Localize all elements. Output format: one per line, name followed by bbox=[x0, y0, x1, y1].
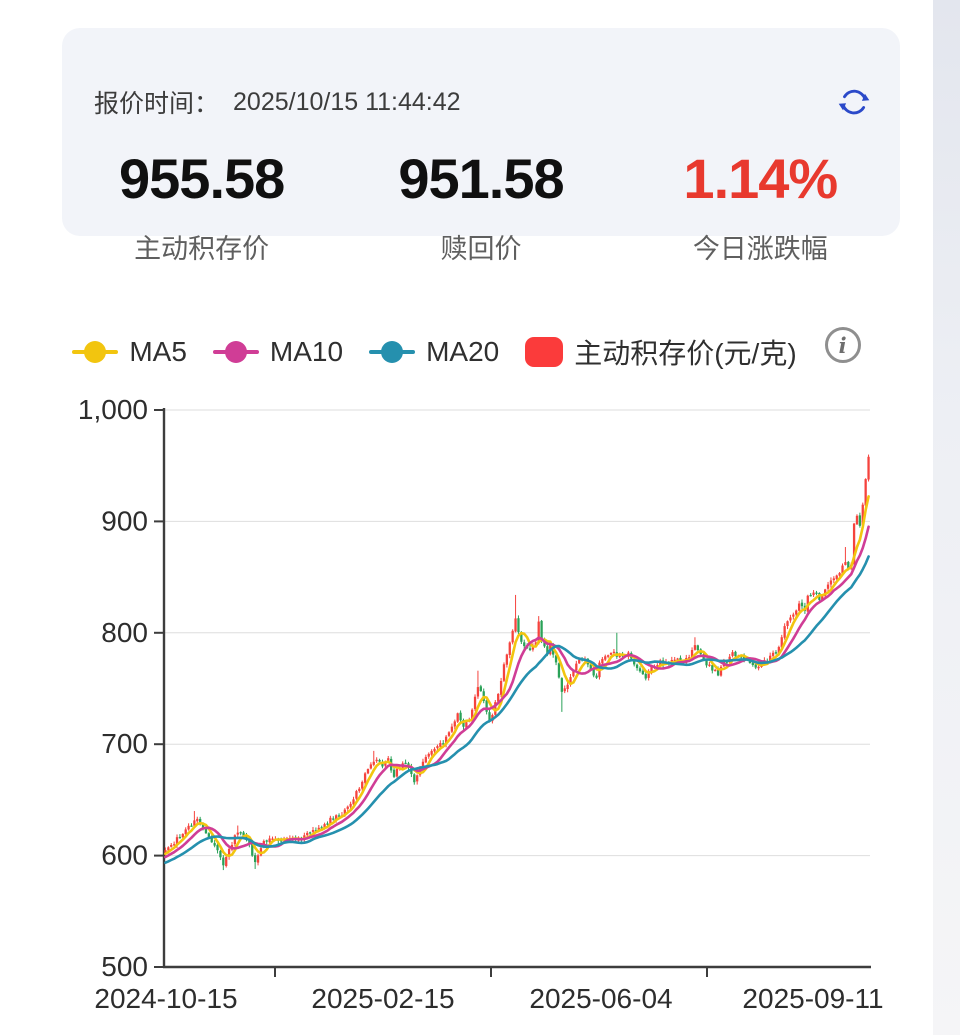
svg-text:500: 500 bbox=[101, 951, 148, 982]
stat-redeem-price: 951.58 赎回价 bbox=[341, 146, 620, 266]
right-edge-strip bbox=[933, 0, 960, 1035]
legend-item-ma10[interactable]: MA10 bbox=[212, 336, 344, 368]
svg-text:900: 900 bbox=[101, 505, 148, 536]
svg-text:1,000: 1,000 bbox=[78, 394, 148, 425]
refresh-button[interactable] bbox=[836, 84, 872, 120]
daily-change-label: 今日涨跌幅 bbox=[692, 234, 828, 264]
legend-item-ma5[interactable]: MA5 bbox=[72, 336, 187, 368]
svg-text:600: 600 bbox=[101, 840, 148, 871]
svg-text:800: 800 bbox=[101, 617, 148, 648]
svg-text:2025-06-04: 2025-06-04 bbox=[529, 983, 672, 1014]
quote-card: 报价时间： 2025/10/15 11:44:42 955.58 主动积存价 9… bbox=[62, 28, 900, 264]
legend-label-price: 主动积存价(元/克) bbox=[574, 338, 797, 369]
stat-daily-change: 1.14% 今日涨跌幅 bbox=[621, 146, 900, 266]
price-series-marker bbox=[525, 337, 564, 367]
daily-change-value: 1.14% bbox=[683, 147, 838, 210]
ma10-line-marker bbox=[212, 341, 259, 363]
legend-label-ma10: MA10 bbox=[269, 336, 344, 367]
chart-legend: MA5 MA10 MA20 主动积存价(元/克) i bbox=[0, 327, 933, 372]
svg-text:2025-09-11: 2025-09-11 bbox=[742, 983, 883, 1014]
legend-label-ma20: MA20 bbox=[426, 336, 500, 367]
refresh-icon bbox=[838, 89, 870, 115]
stat-deposit-price: 955.58 主动积存价 bbox=[62, 146, 341, 266]
deposit-price-label: 主动积存价 bbox=[134, 234, 270, 264]
legend-label-ma5: MA5 bbox=[129, 336, 187, 367]
deposit-price-value: 955.58 bbox=[119, 147, 285, 210]
legend-item-price[interactable]: 主动积存价(元/克) bbox=[525, 332, 797, 372]
svg-text:2025-02-15: 2025-02-15 bbox=[311, 983, 454, 1014]
ma20-line-marker bbox=[369, 341, 416, 363]
quote-time-value: 2025/10/15 11:44:42 bbox=[233, 87, 461, 116]
redeem-price-value: 951.58 bbox=[398, 147, 564, 210]
ma5-line-marker bbox=[72, 341, 119, 363]
info-icon[interactable]: i bbox=[824, 327, 861, 363]
quote-time-row: 报价时间： 2025/10/15 11:44:42 bbox=[94, 84, 872, 120]
svg-text:2024-10-15: 2024-10-15 bbox=[94, 983, 237, 1014]
quote-time-label: 报价时间： bbox=[94, 90, 220, 118]
redeem-price-label: 赎回价 bbox=[440, 234, 522, 264]
stats-row: 955.58 主动积存价 951.58 赎回价 1.14% 今日涨跌幅 bbox=[62, 146, 900, 266]
legend-item-ma20[interactable]: MA20 bbox=[369, 336, 499, 368]
svg-text:700: 700 bbox=[101, 728, 148, 759]
